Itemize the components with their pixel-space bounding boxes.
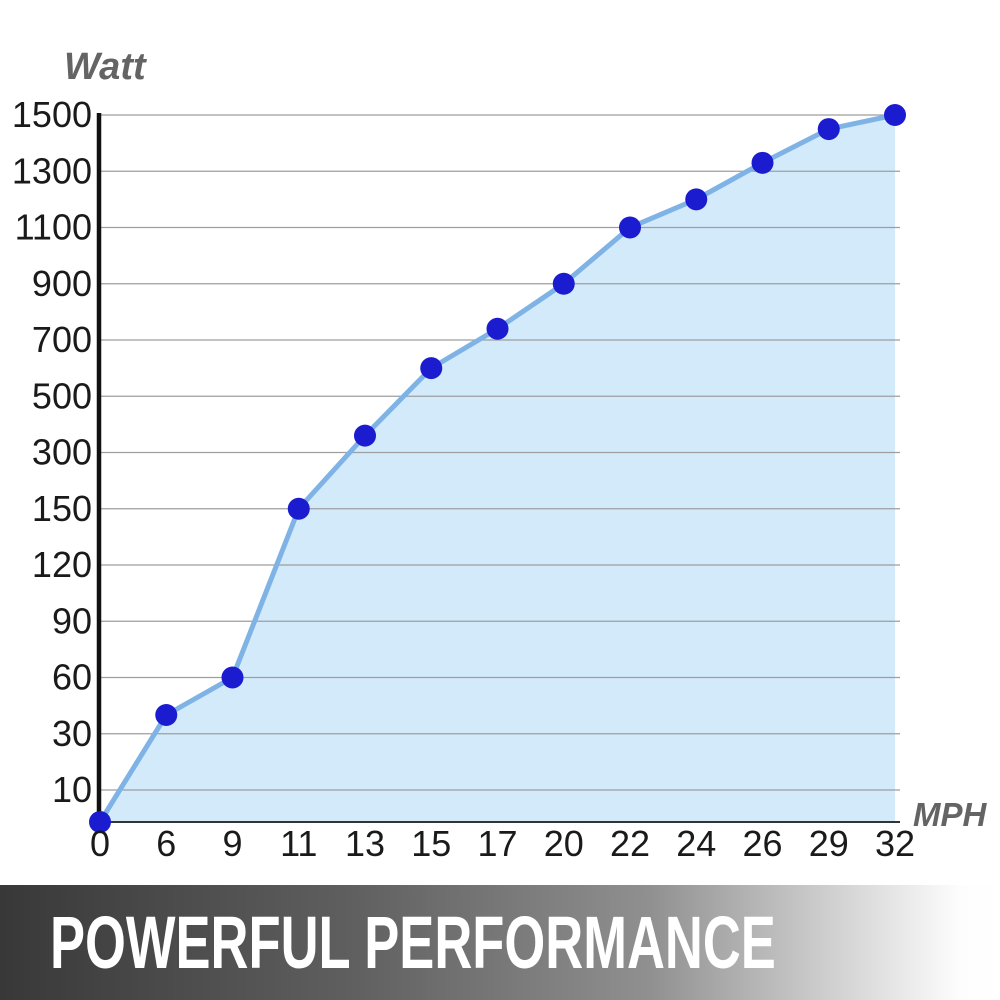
x-tick-label-13: 13 [345,823,385,864]
x-tick-label-17: 17 [477,823,517,864]
y-tick-label-900: 900 [32,263,92,304]
x-tick-label-0: 0 [90,823,110,864]
y-tick-label-300: 300 [32,432,92,473]
y-tick-label-1500: 1500 [12,94,92,135]
x-tick-label-24: 24 [676,823,716,864]
x-tick-label-22: 22 [610,823,650,864]
data-point-17mph [486,317,509,340]
data-point-13mph [354,424,376,447]
data-point-22mph [619,216,641,239]
x-axis-title: MPH [913,796,987,833]
banner: POWERFUL PERFORMANCE [0,885,1000,1000]
y-tick-label-120: 120 [32,544,92,585]
y-tick-label-90: 90 [52,600,92,641]
data-point-20mph [552,272,575,295]
data-point-26mph [751,151,774,174]
x-tick-label-6: 6 [156,823,176,864]
banner-title: POWERFUL PERFORMANCE [50,900,776,984]
x-tick-label-20: 20 [544,823,584,864]
y-tick-label-60: 60 [52,657,92,698]
data-point-15mph [420,357,443,380]
data-point-32mph [884,104,906,126]
data-point-6mph [155,704,178,726]
data-point-29mph [817,118,840,141]
x-tick-label-32: 32 [875,823,915,864]
data-point-0mph [89,811,111,833]
y-tick-label-10: 10 [52,769,92,810]
x-tick-label-11: 11 [280,823,317,864]
data-point-24mph [685,188,708,211]
y-tick-label-500: 500 [32,375,92,416]
x-tick-label-9: 9 [222,823,242,864]
x-tick-label-29: 29 [809,823,849,864]
data-point-11mph [287,497,310,520]
y-tick-label-150: 150 [32,488,92,529]
series-area [100,115,895,822]
x-tick-label-26: 26 [742,823,782,864]
y-tick-label-1100: 1100 [15,207,92,248]
y-tick-label-1300: 1300 [12,150,92,191]
y-axis-title: Watt [64,46,146,88]
y-tick-label-700: 700 [32,319,92,360]
data-point-9mph [221,666,244,689]
x-tick-label-15: 15 [411,823,451,864]
y-tick-label-30: 30 [52,713,92,754]
